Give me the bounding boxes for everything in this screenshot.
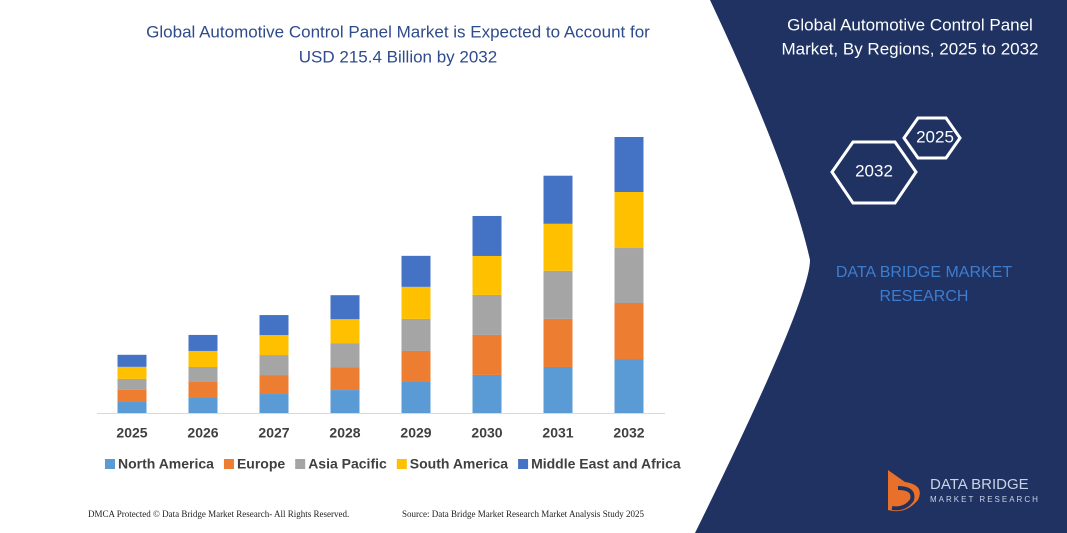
bar-segment: [330, 295, 360, 320]
legend-swatch: [295, 459, 306, 469]
bar-segment: [188, 350, 218, 367]
x-tick-label: 2029: [400, 425, 431, 441]
hex-label: 2025: [916, 127, 954, 146]
brand-text: DATA BRIDGE MARKET: [836, 264, 1013, 281]
legend-swatch: [518, 459, 529, 469]
bar-segment: [330, 390, 360, 413]
bar-segment: [259, 355, 289, 376]
panel-title: Market, By Regions, 2025 to 2032: [781, 39, 1038, 58]
bar-segment: [472, 215, 502, 256]
bar-segment: [188, 398, 218, 413]
legend-swatch: [223, 459, 234, 469]
bar-segment: [472, 255, 502, 295]
bar-segment: [472, 294, 502, 335]
footer-text: Source: Data Bridge Market Research Mark…: [402, 509, 644, 519]
bar-segment: [614, 137, 644, 192]
side-panel: [695, 0, 1067, 533]
bar-segment: [401, 255, 431, 287]
bar-segment: [614, 191, 644, 249]
bar-segment: [614, 303, 644, 360]
legend-label: Middle East and Africa: [531, 456, 681, 472]
bar-segment: [472, 334, 502, 375]
hex-label: 2032: [855, 161, 893, 180]
bar-segment: [401, 381, 431, 413]
logo-mark: [891, 486, 915, 511]
bar-segment: [614, 248, 644, 304]
bar-segment: [543, 175, 573, 224]
bar-segment: [543, 366, 573, 413]
chart-title: Global Automotive Control Panel Market i…: [146, 22, 650, 41]
brand-text: RESEARCH: [880, 288, 969, 305]
x-tick-label: 2027: [258, 425, 289, 441]
legend-swatch: [105, 459, 115, 469]
bar-segment: [117, 378, 147, 390]
legend-label: South America: [410, 456, 508, 472]
bar-segment: [401, 286, 431, 319]
x-tick-label: 2026: [187, 425, 218, 441]
x-tick-label: 2025: [116, 425, 147, 441]
hexagon: [830, 140, 918, 205]
bar-segment: [543, 270, 573, 319]
x-tick-label: 2032: [613, 425, 644, 441]
bar-segment: [401, 350, 431, 382]
x-tick-label: 2028: [329, 425, 360, 441]
bar-segment: [472, 374, 502, 413]
bar-segment: [259, 335, 289, 356]
bar-segment: [614, 359, 644, 413]
legend-label: Europe: [237, 456, 285, 472]
logo-tagline: MARKET RESEARCH: [930, 495, 1040, 504]
bar-segment: [330, 343, 360, 368]
legend-swatch: [396, 459, 407, 469]
bar-segment: [188, 366, 218, 382]
bar-segment: [117, 354, 147, 367]
bar-segment: [117, 389, 147, 402]
bar-segment: [330, 367, 360, 391]
bar-segment: [330, 319, 360, 344]
legend-label: North America: [118, 456, 214, 472]
logo-name: DATA BRIDGE: [930, 476, 1029, 493]
x-tick-label: 2031: [542, 425, 573, 441]
bar-segment: [117, 401, 147, 413]
bar-segment: [259, 315, 289, 336]
chart-title: USD 215.4 Billion by 2032: [299, 47, 497, 66]
bar-segment: [259, 375, 289, 395]
x-tick-label: 2030: [471, 425, 502, 441]
panel-title: Global Automotive Control Panel: [787, 15, 1033, 34]
bar-segment: [401, 318, 431, 351]
footer-text: DMCA Protected © Data Bridge Market Rese…: [88, 509, 349, 519]
bar-segment: [117, 366, 147, 379]
bar-segment: [188, 334, 218, 351]
hexagon: [902, 116, 962, 160]
bar-segment: [543, 223, 573, 271]
legend-label: Asia Pacific: [308, 456, 387, 472]
bar-segment: [543, 318, 573, 367]
bar-segment: [259, 394, 289, 413]
bar-segment: [188, 381, 218, 399]
